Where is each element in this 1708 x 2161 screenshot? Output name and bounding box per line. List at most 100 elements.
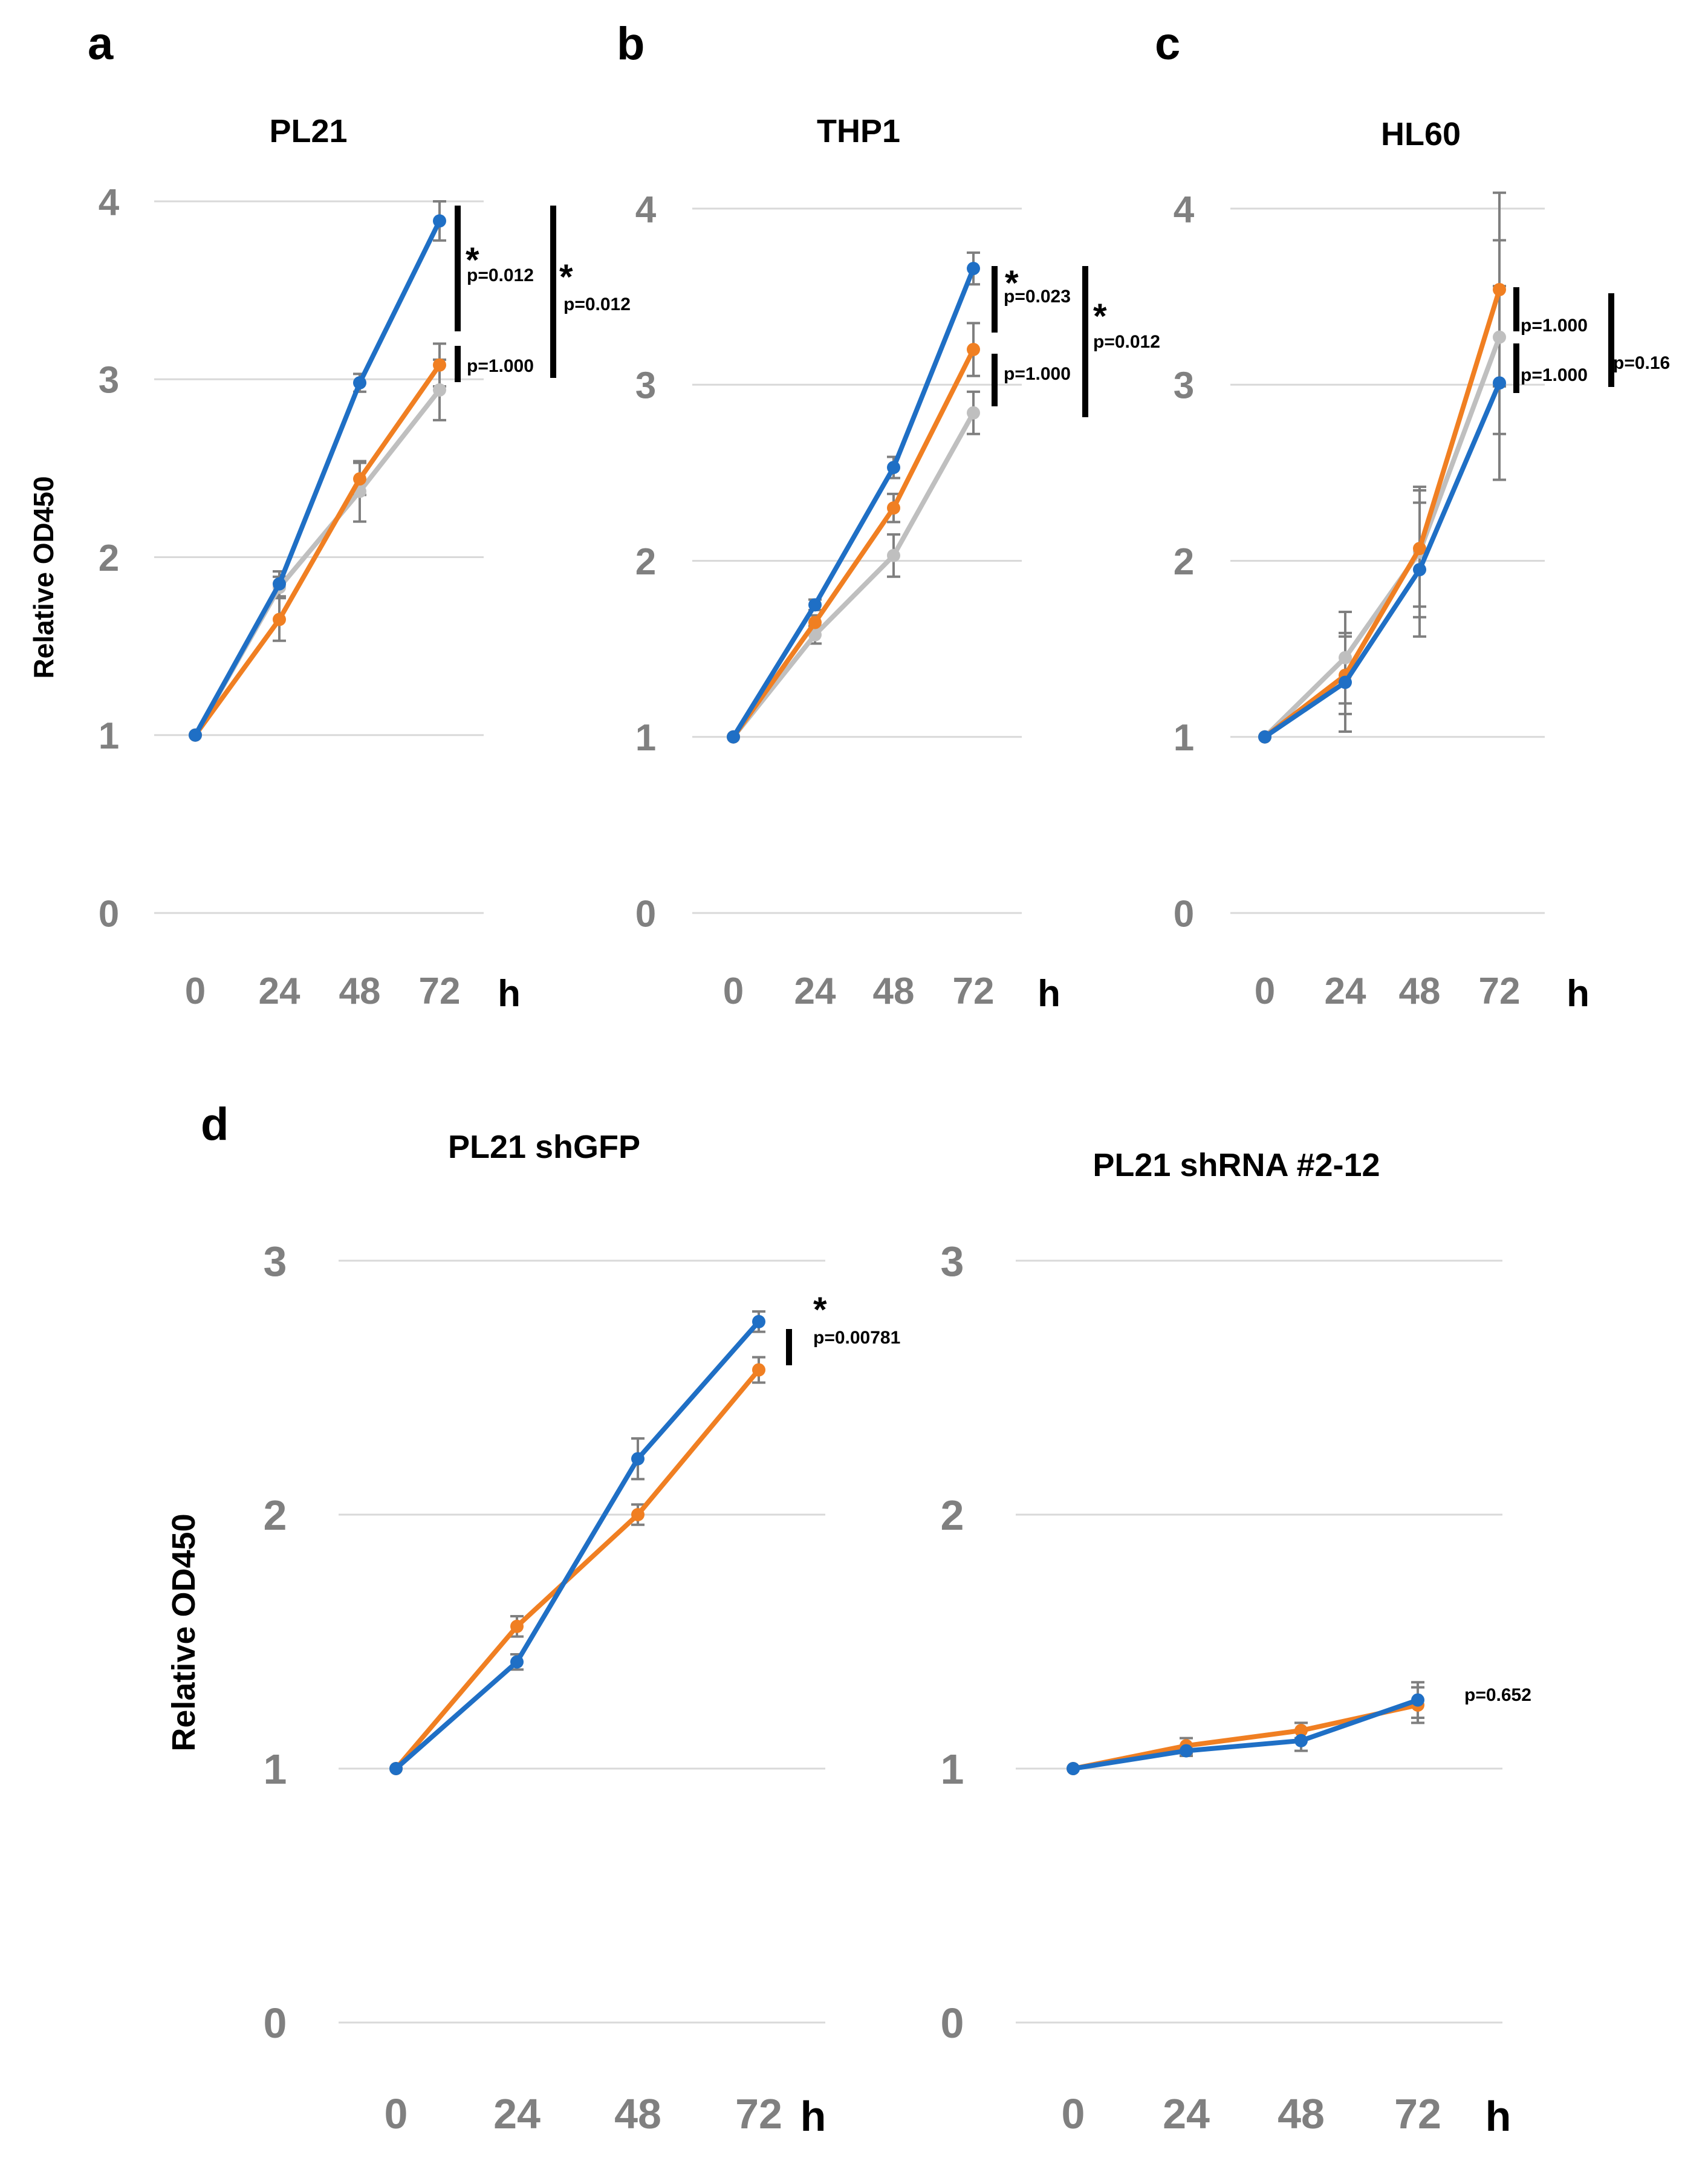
y-tick-label: 2 (635, 541, 656, 583)
data-point-blue (1067, 1762, 1080, 1775)
data-point-orange (510, 1619, 524, 1633)
data-point-gray (887, 548, 900, 562)
data-point-orange (631, 1508, 645, 1521)
x-tick-label: 48 (873, 970, 915, 1012)
y-tick-label: 3 (941, 1238, 964, 1285)
x-unit-label: h (1486, 2093, 1512, 2140)
x-tick-label: 48 (1399, 970, 1441, 1012)
chart-c-2: c HL60 0 1 2 3 4 0 24 48 72 h p=1.000 p=1.000 p=0.16 (1155, 18, 1670, 1015)
data-point-orange (1294, 1724, 1308, 1737)
data-point-orange (887, 501, 900, 515)
data-point-blue (727, 730, 740, 744)
chart-title: THP1 (817, 113, 900, 149)
data-point-blue (967, 262, 980, 276)
p-value-label: p=0.012 (563, 294, 631, 314)
y-tick-label: 0 (1174, 893, 1194, 935)
y-tick-label: 1 (99, 715, 119, 757)
x-tick-label: 72 (419, 970, 461, 1012)
series-line-blue (193, 218, 442, 738)
series-line-gray (1262, 334, 1502, 739)
data-point-blue (189, 728, 202, 742)
y-tick-label: 2 (99, 538, 119, 579)
p-value-label: p=0.012 (467, 265, 534, 285)
data-point-orange (967, 343, 980, 356)
series-line-blue (1071, 1697, 1420, 1771)
y-tick-label: 4 (99, 181, 120, 223)
data-point-gray (967, 406, 980, 420)
data-point-blue (887, 461, 900, 475)
chart-title: PL21 shRNA #2-12 (1093, 1147, 1380, 1183)
chart-title: PL21 shGFP (448, 1129, 640, 1165)
y-tick-label: 4 (635, 189, 657, 230)
series-line-orange (731, 347, 976, 739)
x-tick-label: 72 (1394, 2090, 1441, 2137)
panel-letter: a (88, 18, 114, 70)
x-tick-label: 72 (953, 970, 995, 1012)
x-unit-label: h (1567, 973, 1589, 1015)
series-line-orange (394, 1367, 761, 1771)
x-tick-label: 24 (259, 970, 300, 1012)
p-value-label: p=0.16 (1613, 353, 1670, 373)
data-point-blue (1339, 675, 1352, 689)
x-tick-label: 48 (339, 970, 381, 1012)
panel-letter: c (1155, 18, 1180, 70)
chart-d-3: d PL21 shGFP Relative OD450 0 1 2 3 0 24 48 72 h *p=… (166, 1099, 900, 2140)
chart-title: HL60 (1381, 116, 1461, 152)
data-point-gray (1493, 330, 1506, 344)
data-point-orange (1493, 282, 1506, 296)
significance-star: * (1005, 264, 1019, 303)
data-point-gray (433, 383, 446, 397)
y-tick-label: 1 (1174, 717, 1194, 759)
y-tick-label: 3 (635, 365, 656, 407)
x-tick-label: 48 (1278, 2090, 1325, 2137)
p-value-label: p=1.000 (467, 356, 534, 376)
y-tick-label: 3 (1174, 365, 1194, 407)
data-point-blue (1180, 1744, 1193, 1758)
x-tick-label: 24 (493, 2090, 541, 2137)
y-tick-label: 1 (635, 717, 656, 759)
x-tick-label: 0 (723, 970, 744, 1012)
significance-star: * (813, 1290, 827, 1330)
y-tick-label: 4 (1174, 189, 1195, 230)
y-tick-label: 0 (635, 893, 656, 935)
x-unit-label: h (498, 973, 521, 1015)
x-tick-label: 24 (1163, 2090, 1210, 2137)
significance-star: * (466, 241, 479, 280)
x-tick-label: 72 (1479, 970, 1521, 1012)
p-value-label: p=0.012 (1093, 332, 1160, 352)
y-tick-label: 2 (1174, 541, 1194, 583)
p-value-label: p=1.000 (1004, 364, 1071, 384)
data-point-blue (510, 1655, 524, 1669)
data-point-orange (1413, 542, 1426, 556)
data-point-gray (808, 628, 822, 642)
data-point-blue (433, 214, 446, 228)
series-line-blue (1262, 380, 1502, 739)
x-unit-label: h (800, 2093, 826, 2140)
data-point-gray (1339, 651, 1352, 665)
data-point-blue (1258, 730, 1271, 744)
series-line-gray (731, 410, 976, 739)
p-value-label: p=0.00781 (813, 1328, 900, 1348)
y-tick-label: 1 (264, 1746, 287, 1793)
data-point-blue (1411, 1693, 1424, 1707)
y-tick-label: 2 (264, 1492, 287, 1539)
y-tick-label: 0 (99, 893, 119, 935)
data-point-orange (752, 1363, 765, 1377)
y-tick-label: 0 (264, 2000, 287, 2047)
panel-letter: b (617, 18, 645, 70)
data-point-blue (389, 1762, 403, 1775)
p-value-label: p=0.652 (1464, 1685, 1531, 1705)
series-line-blue (394, 1319, 761, 1771)
significance-star: * (1093, 297, 1107, 336)
x-tick-label: 24 (1325, 970, 1366, 1012)
significance-star: * (559, 258, 573, 297)
p-value-label: p=0.023 (1004, 287, 1071, 307)
data-point-blue (1413, 563, 1426, 577)
x-tick-label: 0 (1062, 2090, 1085, 2137)
chart-e-4: PL21 shRNA #2-12 0 1 2 3 0 24 48 72 h p=0.652 (941, 1147, 1531, 2140)
y-tick-label: 0 (941, 2000, 964, 2047)
data-point-orange (808, 616, 822, 629)
x-tick-label: 72 (735, 2090, 782, 2137)
